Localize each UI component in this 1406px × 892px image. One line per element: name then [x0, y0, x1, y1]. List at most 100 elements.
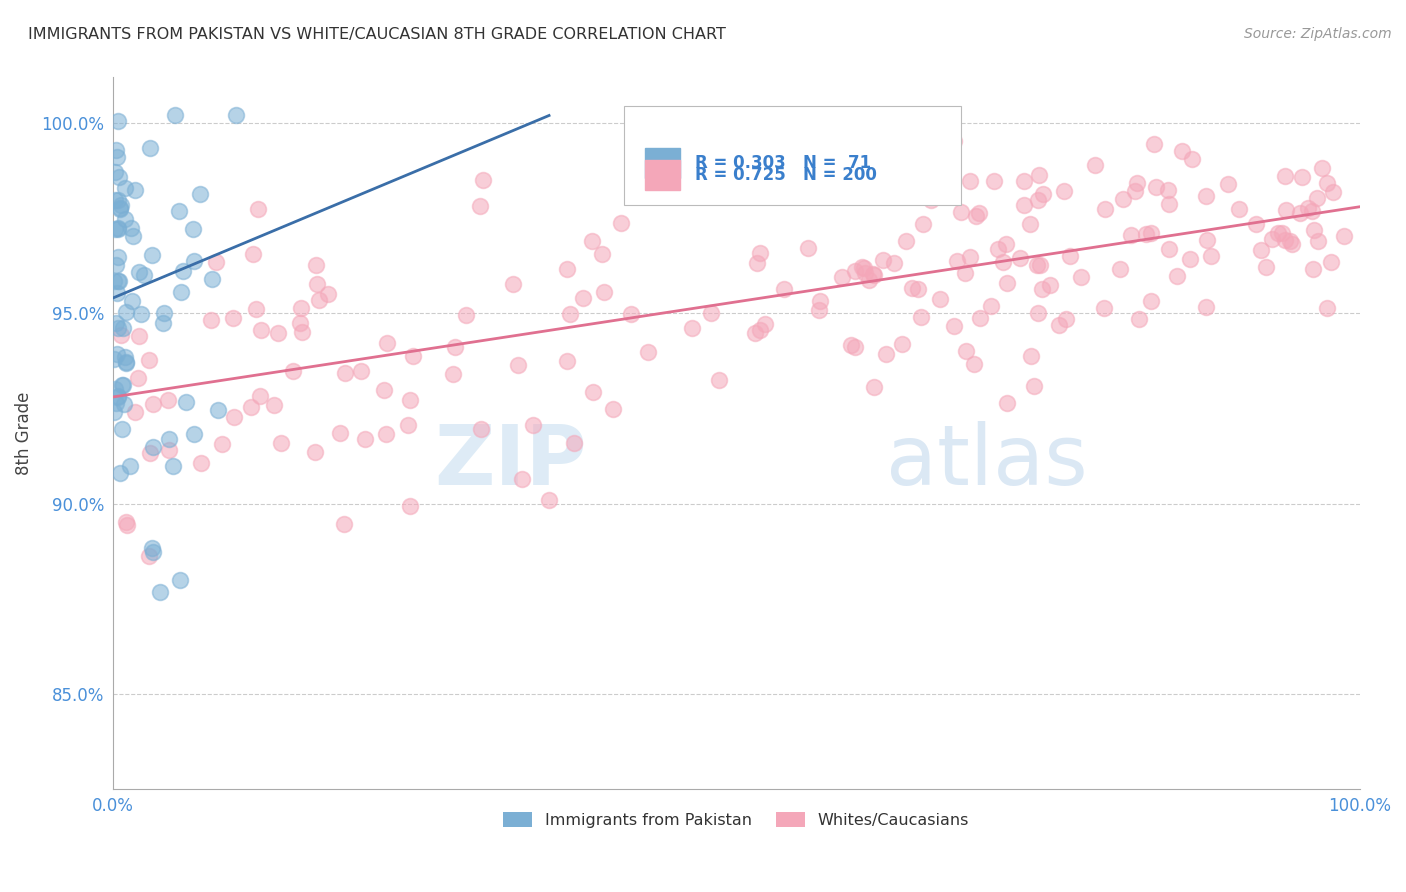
Point [470, 422, 492, 436]
Point [1140, 293, 1163, 308]
Point [107, 250, 129, 264]
Point [114, 211, 136, 226]
Point [875, 347, 897, 361]
Point [1026, 258, 1049, 272]
Point [399, 392, 422, 407]
Point [1195, 300, 1218, 314]
Point [222, 409, 245, 424]
Point [1121, 227, 1143, 242]
Point [304, 445, 326, 459]
Point [1267, 226, 1289, 240]
Point [844, 264, 866, 278]
Point [124, 405, 146, 419]
Point [1070, 270, 1092, 285]
FancyBboxPatch shape [645, 148, 681, 178]
Point [1094, 202, 1116, 216]
Point [1306, 191, 1329, 205]
Point [152, 305, 174, 319]
Point [959, 174, 981, 188]
Point [149, 585, 172, 599]
Point [967, 206, 990, 220]
Point [152, 317, 174, 331]
Point [1216, 177, 1239, 191]
Point [308, 293, 330, 307]
Point [207, 403, 229, 417]
Point [1123, 184, 1146, 198]
Point [851, 260, 873, 274]
Point [1112, 192, 1135, 206]
Point [103, 351, 125, 366]
Point [1302, 262, 1324, 277]
Point [1274, 233, 1296, 247]
Point [581, 234, 603, 248]
Point [114, 356, 136, 370]
Point [201, 272, 224, 286]
Legend: Immigrants from Pakistan, Whites/Caucasians: Immigrants from Pakistan, Whites/Caucasi… [496, 805, 976, 834]
Point [396, 418, 419, 433]
Point [110, 201, 132, 215]
Point [454, 308, 477, 322]
Point [267, 326, 290, 340]
Point [1301, 204, 1323, 219]
Point [772, 282, 794, 296]
Point [114, 351, 136, 365]
Point [1029, 258, 1052, 272]
Point [111, 377, 134, 392]
Point [183, 426, 205, 441]
Point [862, 268, 884, 282]
Text: R = 0.303   N =  71: R = 0.303 N = 71 [695, 153, 872, 172]
Point [441, 367, 464, 381]
Point [110, 328, 132, 343]
Point [839, 338, 862, 352]
Text: Source: ZipAtlas.com: Source: ZipAtlas.com [1244, 27, 1392, 41]
Point [288, 316, 311, 330]
Point [176, 394, 198, 409]
Point [270, 435, 292, 450]
Point [1019, 218, 1042, 232]
Point [808, 302, 831, 317]
Point [108, 202, 131, 216]
Point [373, 383, 395, 397]
Point [995, 276, 1018, 290]
Point [831, 270, 853, 285]
Point [169, 203, 191, 218]
Point [162, 458, 184, 473]
Point [103, 405, 125, 419]
Point [582, 384, 605, 399]
Point [305, 258, 328, 272]
Point [333, 517, 356, 532]
Point [572, 291, 595, 305]
Point [844, 340, 866, 354]
Point [138, 549, 160, 563]
Point [1008, 251, 1031, 265]
Point [139, 446, 162, 460]
Point [797, 241, 820, 255]
Point [138, 352, 160, 367]
Point [1143, 136, 1166, 151]
Point [707, 373, 730, 387]
Point [335, 366, 357, 380]
Point [329, 425, 352, 440]
Point [749, 322, 772, 336]
Point [156, 393, 179, 408]
Point [1281, 237, 1303, 252]
Point [110, 466, 132, 480]
Point [283, 363, 305, 377]
Point [120, 220, 142, 235]
Point [353, 433, 375, 447]
Point [375, 336, 398, 351]
Point [105, 395, 128, 409]
Point [911, 217, 934, 231]
Point [1316, 176, 1339, 190]
Point [508, 358, 530, 372]
Point [980, 299, 1002, 313]
Point [107, 389, 129, 403]
Point [121, 293, 143, 308]
Point [609, 216, 631, 230]
Point [1135, 227, 1157, 241]
Point [291, 325, 314, 339]
Point [1022, 379, 1045, 393]
Point [1201, 249, 1223, 263]
Point [620, 307, 643, 321]
Point [107, 274, 129, 288]
